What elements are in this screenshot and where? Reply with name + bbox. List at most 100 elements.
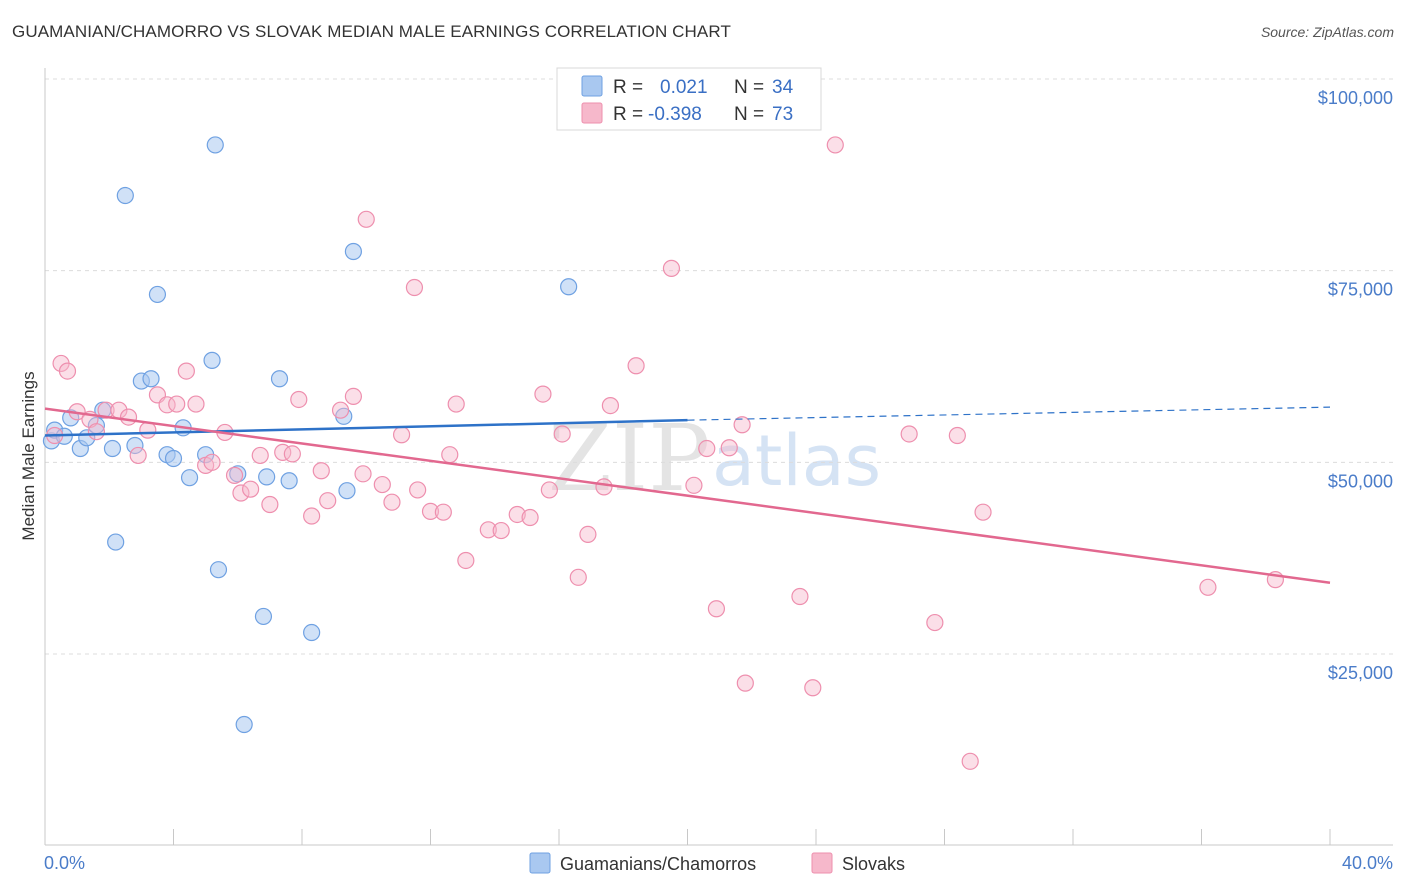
legend-n-label: N = (734, 104, 764, 125)
data-point-slovak (357, 210, 375, 228)
gridlines (45, 78, 1393, 655)
bottom-legend-swatch-slovak (811, 852, 833, 874)
data-point-slovak (948, 426, 966, 445)
trend-line-slovak (44, 407, 1331, 584)
y-tick-label: $100,000 (1318, 88, 1393, 108)
data-point-slovak (434, 503, 452, 521)
trend-line-guam (44, 418, 688, 437)
bottom-legend-swatch-guam (529, 852, 551, 874)
data-point-slovak (540, 481, 558, 499)
data-point-guam (206, 136, 224, 154)
data-point-slovak (804, 679, 822, 697)
chart-title: GUAMANIAN/CHAMORRO VS SLOVAK MEDIAN MALE… (12, 22, 731, 41)
data-point-slovak (187, 395, 205, 413)
data-point-slovak (441, 446, 459, 464)
legend-r-value-slovak: -0.398 (648, 104, 702, 125)
data-point-guam (107, 533, 125, 551)
data-point-slovak (791, 587, 809, 606)
series-slovaks (46, 136, 1284, 770)
data-point-guam (344, 242, 362, 261)
data-point-slovak (479, 521, 497, 539)
legend-n-value-slovak: 73 (772, 104, 793, 125)
watermark-atlas: atlas (712, 420, 881, 502)
data-point-slovak (392, 426, 411, 444)
y-tick-labels: $25,000 $50,000 $75,000 $100,000 (1318, 88, 1393, 683)
y-tick-label: $75,000 (1328, 280, 1393, 300)
data-point-slovak (290, 390, 308, 409)
data-point-slovak (383, 493, 401, 511)
data-point-slovak (225, 466, 244, 484)
data-point-guam (180, 469, 199, 487)
y-axis-title: Median Male Earnings (19, 371, 38, 540)
data-point-slovak (354, 465, 372, 483)
trend-line-guam-extension (687, 406, 1331, 421)
data-point-guam (270, 370, 289, 388)
data-point-slovak (283, 445, 301, 463)
data-point-slovak (720, 439, 738, 457)
bottom-legend-label-guam: Guamanians/Chamorros (560, 854, 756, 874)
data-point-slovak (900, 425, 918, 443)
data-point-slovak (974, 503, 992, 521)
bottom-legend-label-slovak: Slovaks (842, 854, 905, 874)
data-point-slovak (534, 385, 552, 403)
data-point-slovak (421, 502, 440, 520)
data-point-slovak (685, 476, 703, 494)
data-point-slovak (1199, 578, 1217, 596)
data-point-guam (148, 285, 167, 304)
data-point-slovak (87, 423, 106, 441)
x-tick-label-max: 40.0% (1342, 853, 1393, 873)
data-point-guam (560, 278, 578, 296)
data-point-slovak (961, 752, 979, 770)
data-point-slovak (409, 481, 427, 499)
data-point-slovak (405, 278, 424, 297)
data-point-slovak (698, 439, 716, 458)
data-point-slovak (312, 462, 330, 480)
data-point-slovak (627, 357, 645, 375)
correlation-legend: R = 0.021 N = 34 R = -0.398 N = 73 (556, 67, 822, 131)
data-point-slovak (707, 600, 726, 618)
axes (44, 68, 1393, 846)
y-tick-label: $50,000 (1328, 471, 1393, 491)
data-point-slovak (232, 484, 250, 502)
data-point-slovak (521, 508, 539, 527)
legend-r-value-guam: 0.021 (660, 77, 708, 98)
bottom-legend: Guamanians/Chamorros Slovaks (529, 852, 905, 874)
x-tick-label-min: 0.0% (44, 853, 85, 873)
data-point-slovak (251, 446, 269, 465)
trend-lines (44, 406, 1331, 584)
data-point-slovak (344, 387, 362, 405)
legend-r-label: R = (613, 77, 643, 98)
data-point-guam (209, 561, 228, 579)
y-tick-label: $25,000 (1328, 663, 1393, 683)
data-point-slovak (447, 395, 465, 413)
data-point-slovak (736, 674, 754, 692)
data-point-guam (254, 607, 273, 626)
data-point-guam (126, 436, 144, 455)
data-point-slovak (508, 505, 526, 524)
data-point-slovak (97, 401, 115, 419)
legend-r-label: R = (613, 104, 643, 125)
data-point-slovak (595, 478, 613, 496)
data-point-slovak (158, 396, 176, 414)
data-point-slovak (662, 259, 681, 277)
data-point-slovak (119, 408, 138, 426)
data-point-guam (116, 186, 134, 205)
data-point-slovak (242, 480, 260, 498)
data-point-guam (203, 351, 221, 369)
data-point-slovak (733, 416, 751, 434)
data-point-slovak (579, 525, 597, 544)
data-point-slovak (553, 425, 571, 443)
source-label: Source: ZipAtlas.com (1260, 24, 1394, 40)
data-point-slovak (203, 453, 221, 471)
data-point-guam (103, 439, 122, 458)
data-point-guam (280, 472, 298, 490)
data-point-guam (258, 468, 276, 486)
legend-swatch-slovak (581, 102, 603, 124)
data-point-slovak (168, 395, 186, 413)
data-point-guam (142, 370, 160, 388)
data-point-guam (164, 449, 183, 468)
data-point-slovak (569, 568, 587, 586)
data-point-guam (235, 715, 253, 734)
data-point-slovak (492, 521, 510, 540)
